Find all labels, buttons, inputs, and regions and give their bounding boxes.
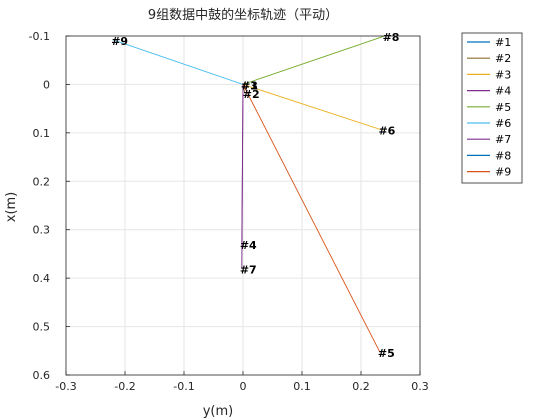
end-label: #1 <box>241 79 258 92</box>
series-line-3 <box>242 83 381 130</box>
series-line-9 <box>242 84 381 353</box>
end-label: #3 <box>241 79 258 92</box>
x-tick-label: 0.3 <box>411 380 429 393</box>
legend-entry: #1 <box>495 36 511 49</box>
legend-entry: #5 <box>495 101 511 114</box>
x-axis-label: y(m) <box>203 404 234 419</box>
x-tick-label: -0.1 <box>173 380 194 393</box>
legend-entry: #3 <box>495 68 511 81</box>
y-tick-label: -0.1 <box>29 30 50 43</box>
legend-box <box>461 32 523 184</box>
end-label: #7 <box>240 263 257 276</box>
end-label: #2 <box>243 88 260 101</box>
end-label: #8 <box>383 31 400 44</box>
series-line-5 <box>242 35 385 85</box>
end-label: #5 <box>378 347 395 360</box>
start-label: #1 <box>241 79 258 92</box>
end-label: #6 <box>378 124 395 137</box>
series-line-7 <box>241 84 244 269</box>
y-tick-label: 0.2 <box>33 175 51 188</box>
legend-entry: #4 <box>495 85 511 98</box>
end-label: #9 <box>111 35 128 48</box>
y-tick-label: 0.3 <box>33 224 51 237</box>
x-tick-label: 0.1 <box>293 380 311 393</box>
y-tick-label: 0.5 <box>33 321 51 334</box>
x-tick-label: -0.3 <box>55 380 76 393</box>
legend-entry: #9 <box>495 166 511 179</box>
y-tick-label: 0.1 <box>33 127 51 140</box>
x-tick-label: 0.2 <box>352 380 370 393</box>
x-tick-label: 0 <box>240 380 247 393</box>
y-tick-label: 0 <box>43 78 50 91</box>
end-label: #4 <box>240 239 257 252</box>
y-axis-label: x(m) <box>4 192 19 223</box>
chart-title: 9组数据中鼓的坐标轨迹（平动） <box>148 7 338 23</box>
legend-entry: #8 <box>495 149 511 162</box>
series-line-6 <box>113 39 244 85</box>
legend-entry: #2 <box>495 52 511 65</box>
legend-entry: #6 <box>495 117 511 130</box>
y-tick-label: 0.6 <box>33 369 51 382</box>
x-tick-label: -0.2 <box>114 380 135 393</box>
legend-entry: #7 <box>495 133 511 146</box>
y-tick-label: 0.4 <box>33 272 51 285</box>
